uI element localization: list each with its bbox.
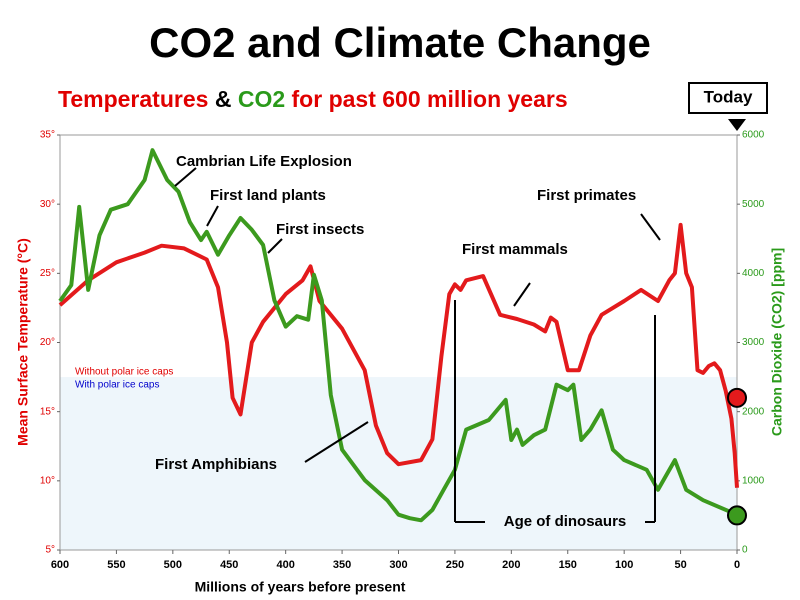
annotation: Age of dinosaurs — [504, 513, 627, 530]
annotation: First primates — [537, 187, 636, 204]
legend-note: Without polar ice caps — [75, 367, 173, 378]
today-marker — [727, 387, 747, 408]
y-tick-label: 30° — [40, 199, 55, 210]
y-axis-label: Mean Surface Temperature (°C) — [15, 238, 31, 446]
legend-note: With polar ice caps — [75, 380, 159, 391]
y2-tick-label: 6000 — [742, 130, 765, 141]
subtitle-part: Temperatures — [58, 86, 208, 112]
y-tick-label: 10° — [40, 475, 55, 486]
x-tick-label: 550 — [107, 559, 125, 571]
annotation: First insects — [276, 221, 364, 238]
today-arrow — [728, 119, 746, 131]
annotation: First mammals — [462, 241, 568, 258]
y-tick-label: 5° — [45, 545, 55, 556]
annotation: Cambrian Life Explosion — [176, 153, 352, 170]
y2-tick-label: 1000 — [742, 475, 765, 486]
y2-tick-label: 2000 — [742, 406, 765, 417]
x-tick-label: 500 — [164, 559, 182, 571]
y2-tick-label: 5000 — [742, 199, 765, 210]
leader-line — [640, 213, 661, 241]
x-tick-label: 250 — [446, 559, 464, 571]
y2-axis-label: Carbon Dioxide (CO2) [ppm] — [769, 248, 785, 436]
annotation: First land plants — [210, 187, 326, 204]
subtitle-part: CO2 — [238, 86, 285, 112]
series-line — [58, 222, 739, 488]
series-line — [58, 148, 738, 523]
x-tick-label: 450 — [220, 559, 238, 571]
annotation: Today — [704, 87, 753, 106]
chart-title: CO2 and Climate Change — [149, 19, 651, 66]
x-tick-label: 600 — [51, 559, 69, 571]
x-tick-label: 200 — [502, 559, 520, 571]
leader-line — [267, 238, 283, 254]
x-tick-label: 50 — [674, 559, 686, 571]
subtitle-part: for past 600 million years — [292, 86, 568, 112]
x-tick-label: 100 — [615, 559, 633, 571]
y-tick-label: 25° — [40, 268, 55, 279]
x-axis-label: Millions of years before present — [195, 579, 406, 595]
y2-tick-label: 4000 — [742, 268, 765, 279]
x-tick-label: 0 — [734, 559, 740, 571]
annotation: First Amphibians — [155, 456, 277, 473]
x-tick-label: 150 — [559, 559, 577, 571]
y-tick-label: 15° — [40, 406, 55, 417]
today-box — [688, 82, 768, 114]
x-tick-label: 300 — [389, 559, 407, 571]
y2-tick-label: 3000 — [742, 337, 765, 348]
today-marker — [727, 505, 747, 526]
y2-tick-label: 0 — [742, 545, 748, 556]
leader-line — [206, 205, 219, 227]
leader-line — [304, 421, 369, 463]
leader-line — [513, 282, 531, 307]
y-tick-label: 20° — [40, 337, 55, 348]
y-tick-label: 35° — [40, 130, 55, 141]
chart-subtitle: Temperatures & CO2 for past 600 million … — [58, 86, 568, 112]
leader-line — [174, 167, 197, 187]
subtitle-part: & — [215, 86, 232, 112]
x-tick-label: 400 — [276, 559, 294, 571]
x-tick-label: 350 — [333, 559, 351, 571]
